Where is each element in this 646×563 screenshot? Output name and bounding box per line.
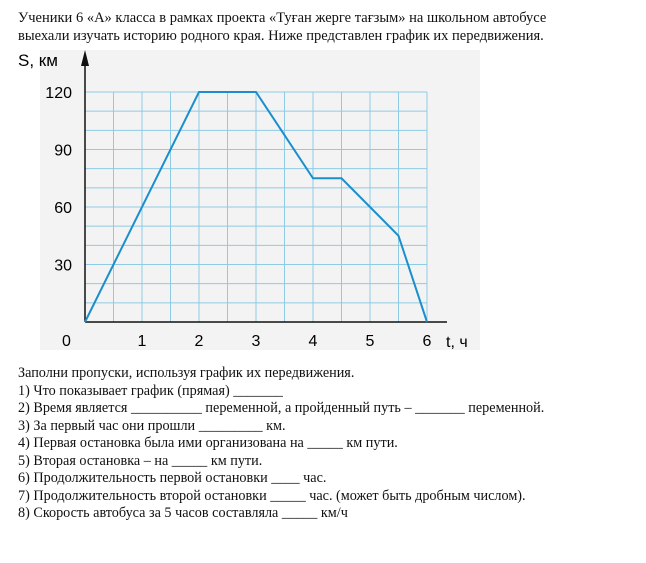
y-tick-label: 60 bbox=[54, 200, 72, 217]
x-tick-label: 3 bbox=[252, 333, 261, 350]
question-item: 6) Продолжительность первой остановки __… bbox=[18, 470, 327, 486]
tick-labels: 1 2 3 4 5 6 30 60 90 120 bbox=[45, 85, 431, 350]
questions: Заполни пропуски, используя график их пе… bbox=[18, 365, 544, 523]
y-tick-label: 30 bbox=[54, 258, 72, 275]
question-item: 7) Продолжительность второй остановки __… bbox=[18, 487, 526, 504]
question-item: 3) За первый час они прошли _________ км… bbox=[18, 417, 286, 434]
question-item: 1) Что показывает график (прямая) ______… bbox=[18, 382, 283, 399]
x-tick-label: 4 bbox=[309, 333, 318, 350]
x-axis-label: t, ч bbox=[446, 334, 468, 351]
intro-text: Ученики 6 «А» класса в рамках проекта «Т… bbox=[18, 9, 638, 45]
intro-line: Ученики 6 «А» класса в рамках проекта «Т… bbox=[18, 10, 547, 26]
question-item: 5) Вторая остановка – на _____ км пути. bbox=[18, 452, 263, 469]
origin-label: 0 bbox=[62, 333, 71, 350]
intro-line: выехали изучать историю родного края. Ни… bbox=[18, 28, 544, 44]
question-item: 8) Скорость автобуса за 5 часов составля… bbox=[18, 505, 348, 521]
question-item: 2) Время является __________ переменной,… bbox=[18, 400, 545, 416]
chart-background bbox=[40, 50, 480, 350]
y-axis-arrow-icon bbox=[81, 50, 89, 66]
y-axis-label: S, км bbox=[18, 51, 58, 70]
question-item: 4) Первая остановка была ими организован… bbox=[18, 435, 398, 451]
x-tick-label: 2 bbox=[195, 333, 204, 350]
x-tick-label: 6 bbox=[423, 333, 432, 350]
series-line bbox=[84, 91, 428, 323]
distance-time-chart: 1 2 3 4 5 6 30 60 90 120 S, км t, ч 0 bbox=[18, 50, 480, 351]
x-tick-label: 1 bbox=[138, 333, 147, 350]
axes bbox=[81, 50, 447, 323]
x-tick-label: 5 bbox=[366, 333, 375, 350]
questions-header: Заполни пропуски, используя график их пе… bbox=[18, 365, 355, 381]
y-tick-label: 90 bbox=[54, 143, 72, 160]
grid bbox=[85, 91, 428, 322]
y-tick-label: 120 bbox=[45, 85, 72, 102]
